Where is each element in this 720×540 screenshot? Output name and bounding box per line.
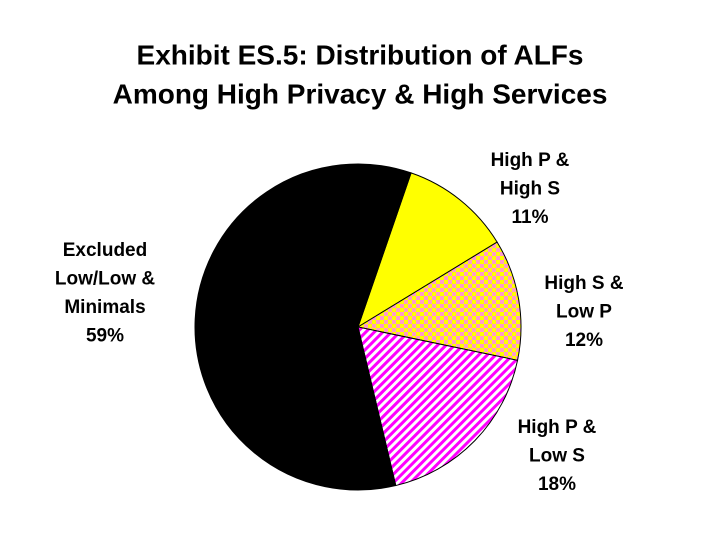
pie-slice [357, 326, 519, 487]
chart-title: Among High Privacy & High Services [113, 78, 608, 109]
pie-slice [357, 172, 498, 329]
slice-label: Low/Low & [55, 269, 156, 290]
slice-label: Low P [556, 302, 612, 323]
pie-slice [356, 241, 522, 361]
value-label: 11% [512, 207, 549, 228]
slice-label: Minimals [64, 297, 145, 318]
slice-label: Excluded [63, 240, 147, 261]
slice-label: Low S [529, 446, 585, 467]
slice-label: High P & [518, 417, 597, 438]
slice-label: High P & [491, 150, 570, 171]
slice-label: High S & [544, 273, 623, 294]
value-label: 59% [86, 326, 124, 347]
chart-title: Exhibit ES.5: Distribution of ALFs [137, 39, 584, 70]
value-label: 18% [538, 474, 576, 495]
slice-label: High S [500, 179, 560, 200]
value-label: 12% [565, 330, 603, 351]
pie-slice [194, 163, 412, 491]
